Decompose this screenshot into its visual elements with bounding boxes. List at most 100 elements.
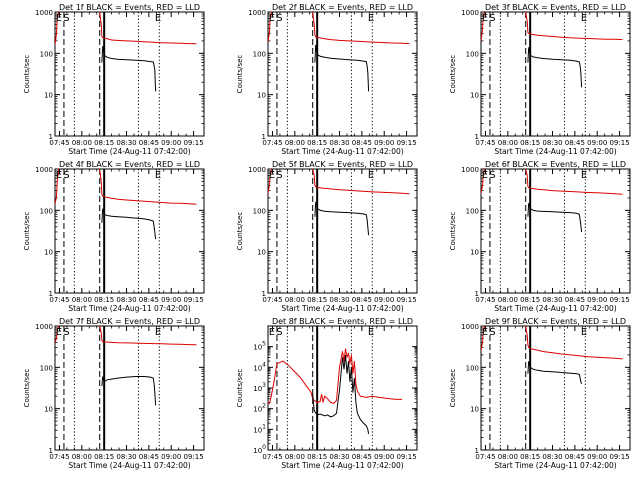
marker-label: E	[482, 13, 488, 24]
y-tick-label: 105	[253, 341, 266, 352]
series-line-events	[101, 208, 157, 240]
y-tick-label: 1000	[35, 166, 53, 174]
x-tick-label: 08:30	[542, 139, 562, 147]
series-line-events	[527, 47, 583, 88]
x-tick-label: 08:15	[94, 453, 114, 461]
x-tick-label: 08:30	[542, 296, 562, 304]
chart-title: Det 9f BLACK = Events, RED = LLD	[485, 317, 626, 326]
x-tick-label: 08:30	[116, 296, 136, 304]
chart-panel-9: Det 9f BLACK = Events, RED = LLD 1 10 100 10…	[449, 317, 631, 470]
chart-panel-8: Det 8f BLACK = Events, RED = LLD 100 101 10…	[236, 317, 418, 470]
series-line-lld	[55, 326, 60, 343]
marker-label: E	[482, 327, 488, 338]
x-tick-label: 07:45	[262, 296, 282, 304]
series-line-lld	[312, 169, 410, 195]
series-line-lld	[99, 12, 197, 45]
y-tick-label: 100	[466, 207, 479, 215]
series-group	[55, 169, 197, 240]
y-axis-label: Counts/sec	[236, 55, 244, 94]
x-tick-label: 09:15	[609, 453, 629, 461]
x-tick-label: 08:15	[520, 453, 540, 461]
marker-label: S	[489, 13, 495, 24]
series-line-events	[527, 361, 583, 384]
series-group	[268, 12, 410, 92]
x-tick-label: 07:45	[49, 139, 69, 147]
y-axis-label: Counts/sec	[23, 212, 31, 251]
x-tick-label: 08:30	[116, 139, 136, 147]
x-tick-label: 09:15	[609, 139, 629, 147]
x-tick-label: 07:45	[49, 296, 69, 304]
y-axis-label: Counts/sec	[449, 55, 457, 94]
marker-label: E	[368, 170, 374, 181]
y-tick-label: 1	[49, 133, 53, 141]
marker-label: S	[489, 327, 495, 338]
x-tick-label: 08:45	[139, 296, 159, 304]
chart-title: Det 6f BLACK = Events, RED = LLD	[485, 160, 626, 169]
x-tick-label: 09:00	[374, 296, 394, 304]
y-tick-label: 10	[257, 249, 266, 257]
chart-title: Det 8f BLACK = Events, RED = LLD	[272, 317, 413, 326]
x-tick-label: 08:30	[542, 453, 562, 461]
x-tick-label: 09:15	[609, 296, 629, 304]
x-tick-label: 09:00	[587, 296, 607, 304]
chart-panel-1: Det 1f BLACK = Events, RED = LLD 1 10 100 10…	[23, 3, 205, 156]
series-line-events	[312, 354, 370, 434]
x-tick-label: 09:15	[183, 296, 203, 304]
x-tick-label: 08:00	[498, 296, 518, 304]
marker-label: E	[155, 327, 161, 338]
x-axis-label: Start Time (24-Aug-11 07:42:00)	[494, 147, 616, 156]
marker-label: S	[489, 170, 495, 181]
x-tick-label: 08:45	[352, 453, 372, 461]
series-line-lld	[481, 326, 486, 351]
chart-panel-7: Det 7f BLACK = Events, RED = LLD 1 10 100 10…	[23, 317, 205, 470]
y-tick-label: 1000	[35, 9, 53, 17]
x-tick-label: 08:00	[285, 453, 305, 461]
x-tick-label: 07:45	[262, 453, 282, 461]
x-tick-label: 08:00	[498, 453, 518, 461]
x-tick-label: 09:15	[396, 139, 416, 147]
x-tick-label: 07:45	[262, 139, 282, 147]
x-tick-label: 07:45	[49, 453, 69, 461]
y-axis-label: Counts/sec	[236, 369, 244, 408]
plot-frame	[480, 325, 631, 451]
series-line-lld	[525, 169, 623, 195]
y-tick-label: 100	[466, 364, 479, 372]
series-line-lld	[525, 12, 623, 41]
y-tick-label: 1	[475, 447, 479, 455]
x-axis-label: Start Time (24-Aug-11 07:42:00)	[281, 461, 403, 470]
y-axis-label: Counts/sec	[236, 212, 244, 251]
series-group	[55, 12, 197, 92]
x-axis-label: Start Time (24-Aug-11 07:42:00)	[281, 147, 403, 156]
series-line-lld	[312, 12, 410, 45]
y-tick-label: 1	[49, 290, 53, 298]
marker-label: E	[269, 13, 275, 24]
marker-label: E	[56, 13, 62, 24]
marker-label: E	[269, 327, 275, 338]
marker-label: E	[155, 13, 161, 24]
series-line-lld	[481, 169, 486, 194]
x-tick-label: 09:00	[161, 453, 181, 461]
y-tick-label: 100	[40, 50, 53, 58]
plot-frame	[54, 11, 205, 137]
marker-label: E	[581, 13, 587, 24]
y-tick-label: 10	[470, 92, 479, 100]
x-tick-label: 09:15	[183, 139, 203, 147]
marker-label: S	[276, 327, 282, 338]
series-line-events	[314, 201, 370, 236]
x-tick-label: 08:30	[116, 453, 136, 461]
y-tick-label: 1000	[35, 323, 53, 331]
plot-frame	[54, 325, 205, 451]
x-tick-label: 09:15	[396, 296, 416, 304]
series-line-events	[101, 376, 157, 406]
marker-label: E	[56, 327, 62, 338]
x-tick-label: 08:00	[72, 453, 92, 461]
chart-title: Det 2f BLACK = Events, RED = LLD	[272, 3, 413, 12]
y-tick-label: 1	[475, 133, 479, 141]
x-axis-label: Start Time (24-Aug-11 07:42:00)	[494, 304, 616, 313]
x-tick-label: 08:15	[520, 296, 540, 304]
x-axis-label: Start Time (24-Aug-11 07:42:00)	[68, 147, 190, 156]
y-tick-label: 100	[253, 444, 266, 455]
series-group	[268, 169, 410, 236]
y-tick-label: 102	[253, 403, 266, 414]
